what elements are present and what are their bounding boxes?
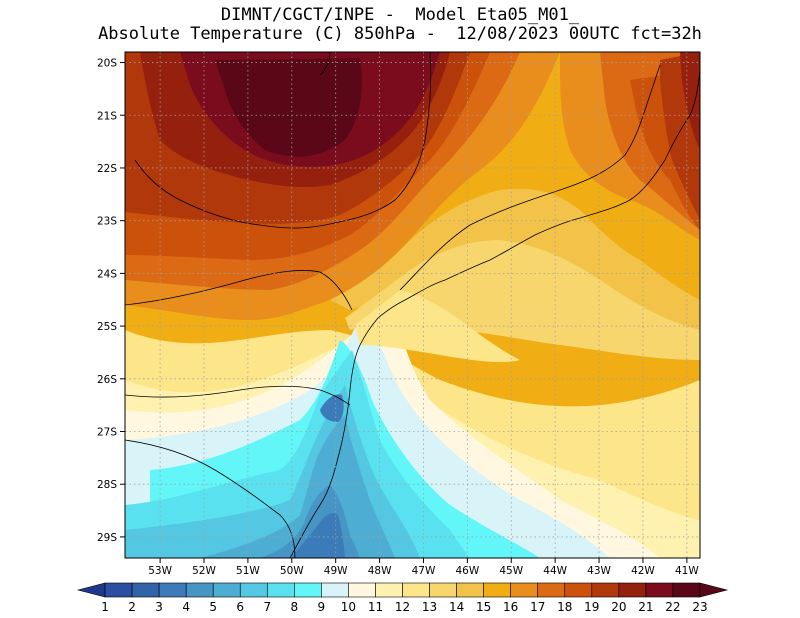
colorbar-swatch [483, 582, 511, 598]
colorbar-label: 20 [611, 600, 626, 614]
lon-tick-label: 41W [675, 565, 699, 577]
colorbar-label: 23 [692, 600, 707, 614]
lat-tick-label: 23S [97, 216, 117, 228]
colorbar-label: 1 [101, 600, 109, 614]
colorbar-label: 14 [449, 600, 464, 614]
colorbar-label: 6 [236, 600, 244, 614]
lat-tick-label: 25S [97, 321, 117, 333]
colorbar-label: 22 [665, 600, 680, 614]
colorbar-label: 18 [557, 600, 572, 614]
colorbar-swatch [104, 582, 133, 598]
lon-tick-label: 48W [368, 565, 392, 577]
colorbar-swatch [212, 582, 241, 598]
colorbar-swatch [185, 582, 214, 598]
lon-tick-label: 50W [280, 565, 304, 577]
colorbar-swatch [510, 582, 539, 598]
lon-tick-label: 42W [631, 565, 655, 577]
lon-tick-label: 45W [499, 565, 523, 577]
colorbar-swatch [456, 582, 484, 598]
colorbar-swatch [672, 582, 701, 598]
colorbar-right-arrow [699, 582, 729, 598]
lon-tick-label: 51W [236, 565, 260, 577]
colorbar-label: 3 [155, 600, 163, 614]
colorbar-swatch [645, 582, 674, 598]
colorbar-label: 19 [584, 600, 599, 614]
colorbar-swatch [158, 582, 187, 598]
title-line-2: Absolute Temperature (C) 850hPa - 12/08/… [98, 24, 702, 44]
lon-tick-label: 52W [192, 565, 216, 577]
lat-tick-label: 21S [97, 110, 117, 122]
colorbar-swatch [618, 582, 647, 598]
lat-lon-grid [125, 52, 700, 558]
lon-tick-label: 44W [543, 565, 567, 577]
colorbar-label: 13 [422, 600, 437, 614]
colorbar-swatch [591, 582, 620, 598]
lat-tick-label: 27S [97, 427, 117, 439]
lat-tick-label: 24S [97, 268, 117, 280]
colorbar-label: 8 [291, 600, 299, 614]
colorbar-swatch [131, 582, 160, 598]
colorbar-label: 11 [368, 600, 383, 614]
colorbar-label: 9 [318, 600, 326, 614]
colorbar-label: 10 [341, 600, 356, 614]
lat-tick-label: 20S [97, 58, 117, 70]
title-line-1: DIMNT/CGCT/INPE - Model Eta05_M01_ [220, 5, 580, 25]
lat-tick-label: 29S [97, 532, 117, 544]
lon-tick-label: 53W [148, 565, 172, 577]
lon-tick-label: 49W [324, 565, 348, 577]
colorbar-left-arrow [76, 582, 106, 598]
colorbar-swatch [294, 582, 322, 598]
lon-tick-label: 46W [455, 565, 479, 577]
latitude-axis: 20S 21S 22S 23S 24S 25S 26S 27S 28S 29S [97, 58, 125, 544]
colorbar-label: 16 [503, 600, 518, 614]
colorbar: 1 2 3 4 5 6 7 8 9 10 11 12 13 14 15 16 17 18 19 20 21 22 23 [76, 582, 729, 614]
colorbar-label: 2 [128, 600, 136, 614]
colorbar-swatch [239, 582, 268, 598]
colorbar-swatch [321, 582, 349, 598]
colorbar-swatch [402, 582, 430, 598]
lat-tick-label: 22S [97, 163, 117, 175]
colorbar-label: 7 [263, 600, 271, 614]
lat-tick-label: 26S [97, 374, 117, 386]
colorbar-label: 5 [209, 600, 217, 614]
colorbar-swatch [348, 582, 376, 598]
colorbar-label: 21 [638, 600, 653, 614]
lat-tick-label: 28S [97, 479, 117, 491]
colorbar-label: 12 [395, 600, 410, 614]
lon-tick-label: 47W [412, 565, 436, 577]
colorbar-swatch [564, 582, 593, 598]
plot-frame [124, 51, 701, 559]
colorbar-label: 17 [530, 600, 545, 614]
colorbar-swatch [375, 582, 403, 598]
coastline [125, 52, 700, 558]
colorbar-swatch [537, 582, 566, 598]
longitude-axis: 53W 52W 51W 50W 49W 48W 47W 46W 45W 44W 43W 42W 41W [148, 558, 699, 577]
colorbar-swatch [429, 582, 457, 598]
colorbar-label: 15 [476, 600, 491, 614]
temperature-field [125, 52, 700, 558]
colorbar-label: 4 [182, 600, 190, 614]
colorbar-swatch [266, 582, 295, 598]
lon-tick-label: 43W [587, 565, 611, 577]
